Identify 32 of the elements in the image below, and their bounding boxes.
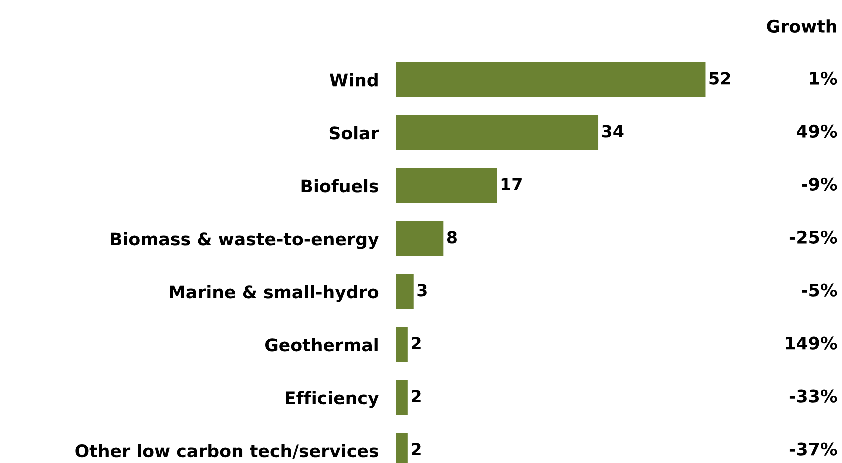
text: -37% (790, 442, 838, 456)
y-tick-label: Solar (330, 126, 380, 140)
y-tick-label: Geothermal (265, 338, 378, 352)
text: 149% (786, 336, 838, 350)
data-label: 2 (412, 390, 421, 402)
text: -9% (802, 178, 838, 191)
text: 49% (797, 124, 838, 138)
data-label: 17 (502, 178, 522, 191)
text: -5% (802, 284, 838, 297)
text: 1% (810, 72, 838, 86)
data-label: 2 (412, 443, 421, 456)
y-tick-label: Marine & small-hydro (170, 285, 379, 302)
bar (396, 115, 599, 150)
y-tick-label: Efficiency (286, 391, 380, 408)
bar (396, 221, 444, 256)
y-tick-label: Biofuels (302, 179, 379, 193)
data-label: 8 (447, 231, 457, 244)
bar (396, 62, 706, 98)
text: Growth (767, 20, 836, 34)
y-tick-label: Other low carbon tech/services (76, 444, 379, 460)
y-tick-label: Biomass & waste-to-energy (111, 232, 380, 250)
data-label: 3 (418, 284, 427, 297)
bar (396, 380, 408, 416)
data-label: 52 (710, 72, 730, 85)
data-label: 2 (412, 337, 421, 350)
bar (396, 168, 498, 204)
text: -25% (790, 230, 838, 244)
bar (396, 327, 408, 362)
y-tick-label: Wind (330, 73, 378, 87)
data-label: 34 (602, 125, 624, 138)
bar (396, 274, 414, 310)
text: -33% (790, 390, 838, 403)
